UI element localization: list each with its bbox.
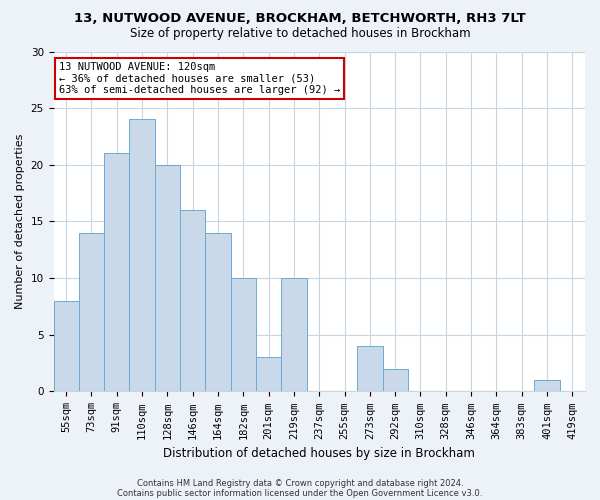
Bar: [53, 301, 79, 392]
Text: Size of property relative to detached houses in Brockham: Size of property relative to detached ho…: [130, 28, 470, 40]
Bar: [357, 346, 383, 392]
Y-axis label: Number of detached properties: Number of detached properties: [15, 134, 25, 309]
Text: Contains HM Land Registry data © Crown copyright and database right 2024.: Contains HM Land Registry data © Crown c…: [137, 478, 463, 488]
Bar: [383, 369, 408, 392]
Text: Contains public sector information licensed under the Open Government Licence v3: Contains public sector information licen…: [118, 488, 482, 498]
Bar: [535, 380, 560, 392]
Text: 13, NUTWOOD AVENUE, BROCKHAM, BETCHWORTH, RH3 7LT: 13, NUTWOOD AVENUE, BROCKHAM, BETCHWORTH…: [74, 12, 526, 26]
X-axis label: Distribution of detached houses by size in Brockham: Distribution of detached houses by size …: [163, 447, 475, 460]
Bar: [79, 233, 104, 392]
Text: 13 NUTWOOD AVENUE: 120sqm
← 36% of detached houses are smaller (53)
63% of semi-: 13 NUTWOOD AVENUE: 120sqm ← 36% of detac…: [59, 62, 340, 95]
Bar: [130, 120, 155, 392]
Bar: [281, 278, 307, 392]
Bar: [230, 278, 256, 392]
Bar: [155, 165, 180, 392]
Bar: [180, 210, 205, 392]
Bar: [256, 358, 281, 392]
Bar: [205, 233, 230, 392]
Bar: [104, 154, 130, 392]
